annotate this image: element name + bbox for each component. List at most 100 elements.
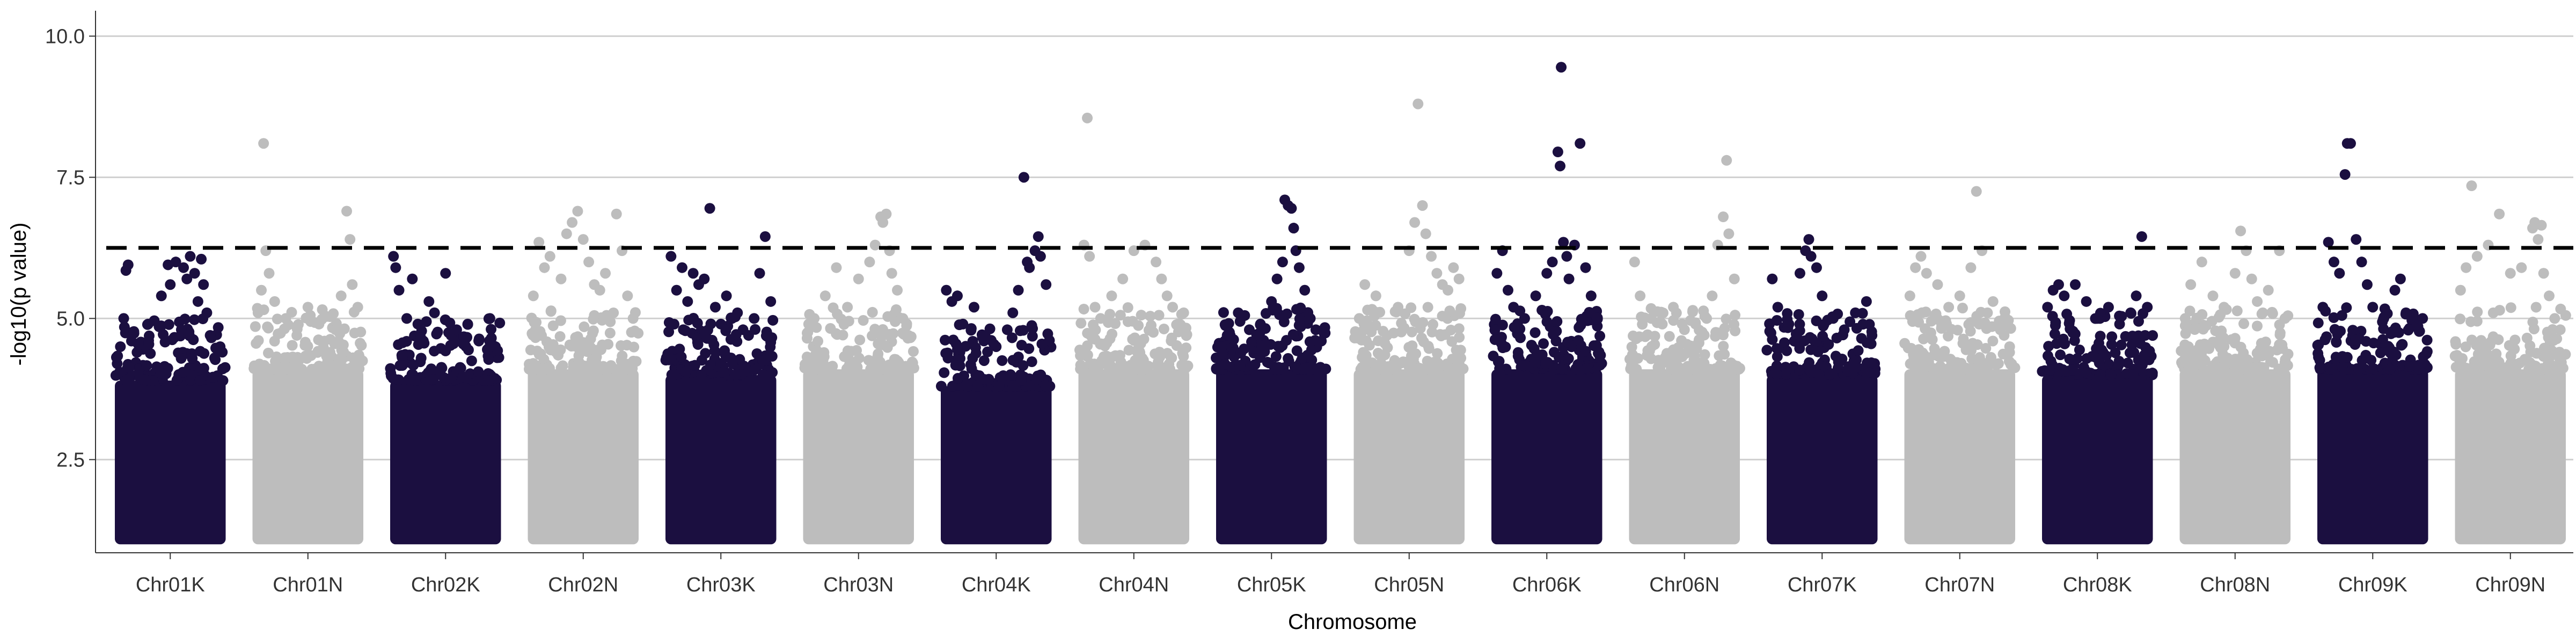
data-point	[1650, 331, 1660, 341]
data-point	[1244, 324, 1255, 335]
data-point	[1488, 350, 1499, 361]
x-tick-label: Chr06N	[1649, 574, 1719, 596]
data-point	[1552, 316, 1562, 327]
data-point	[1631, 333, 1642, 344]
data-point	[1367, 304, 1378, 314]
data-point	[388, 251, 399, 262]
data-point	[1791, 328, 1802, 339]
data-point	[994, 381, 1005, 392]
data-point	[2323, 237, 2334, 247]
data-point	[1555, 160, 1565, 171]
data-point	[2484, 364, 2495, 375]
data-point	[1631, 364, 1642, 375]
data-point	[1490, 314, 1501, 325]
chromosome-points-Chr06K	[1488, 62, 1607, 544]
data-point	[581, 338, 591, 349]
data-point	[710, 302, 721, 312]
data-point	[2544, 290, 2555, 301]
data-point	[1286, 203, 1297, 214]
data-point	[1723, 229, 1734, 239]
data-point	[605, 328, 616, 339]
data-point	[579, 321, 589, 332]
data-point	[2277, 340, 2287, 350]
data-point	[1216, 341, 1227, 352]
data-point	[2114, 319, 2125, 330]
data-point	[1179, 308, 1189, 318]
data-point	[356, 340, 367, 350]
data-point	[2329, 257, 2339, 267]
data-point	[2450, 350, 2461, 361]
data-point	[209, 353, 220, 363]
data-point	[2183, 355, 2193, 366]
data-point	[693, 339, 704, 350]
data-point	[626, 363, 637, 374]
data-point	[1557, 364, 1568, 375]
data-point	[2002, 319, 2013, 330]
data-point	[1138, 363, 1149, 374]
data-point	[1536, 305, 1547, 316]
data-point	[2280, 313, 2290, 324]
data-point	[1556, 62, 1567, 72]
data-point	[1999, 330, 2009, 341]
data-point	[1413, 99, 1423, 109]
data-point	[1013, 285, 1024, 296]
data-point	[440, 268, 451, 279]
data-point	[851, 361, 862, 371]
data-point	[1454, 274, 1465, 284]
data-point	[810, 350, 821, 361]
data-point	[979, 374, 990, 385]
data-point	[2367, 302, 2378, 312]
data-point	[2334, 268, 2345, 279]
data-point	[1508, 302, 1519, 312]
data-point	[767, 315, 778, 326]
chromosome-points-Chr07N	[1899, 186, 2020, 545]
chromosome-points-Chr03K	[661, 203, 779, 544]
data-point	[1107, 328, 1117, 339]
data-point	[409, 375, 420, 386]
data-point	[1515, 332, 1526, 343]
data-point	[957, 319, 968, 330]
data-point	[1042, 328, 1053, 339]
data-point	[1993, 319, 2004, 330]
data-point	[401, 313, 412, 324]
data-point	[2045, 365, 2055, 376]
data-point	[1861, 296, 1872, 307]
data-point	[891, 304, 902, 315]
data-point	[341, 206, 352, 216]
data-point	[1154, 310, 1165, 320]
data-point	[887, 268, 897, 279]
data-point	[302, 353, 312, 364]
y-axis-ticks: 2.55.07.510.0	[45, 25, 96, 471]
data-point	[112, 350, 123, 361]
data-point	[1988, 296, 1999, 307]
data-point	[858, 315, 869, 326]
dense-point-cloud	[1905, 369, 2016, 544]
data-point	[809, 313, 819, 324]
data-point	[628, 313, 639, 324]
data-point	[394, 285, 405, 296]
data-point	[2340, 169, 2351, 180]
data-point	[198, 279, 209, 290]
data-point	[296, 364, 307, 375]
data-point	[1965, 262, 1976, 273]
data-point	[385, 363, 396, 374]
data-point	[1635, 290, 1645, 301]
chromosome-points-Chr08N	[2176, 225, 2293, 544]
x-tick-label: Chr05N	[1374, 574, 1444, 596]
data-point	[2362, 279, 2373, 290]
data-point	[2142, 302, 2153, 312]
chromosome-points-Chr08K	[2037, 231, 2158, 544]
data-point	[2053, 279, 2064, 290]
data-point	[882, 342, 893, 353]
data-point	[2256, 362, 2267, 372]
data-point	[1955, 290, 1965, 301]
data-point	[2472, 306, 2483, 317]
data-point	[1454, 332, 1465, 343]
data-point	[730, 370, 741, 380]
data-point	[1701, 313, 1712, 324]
data-point	[1154, 352, 1165, 362]
data-point	[277, 364, 288, 375]
data-point	[1813, 347, 1824, 357]
data-point	[1657, 319, 1667, 330]
data-point	[1646, 313, 1657, 324]
